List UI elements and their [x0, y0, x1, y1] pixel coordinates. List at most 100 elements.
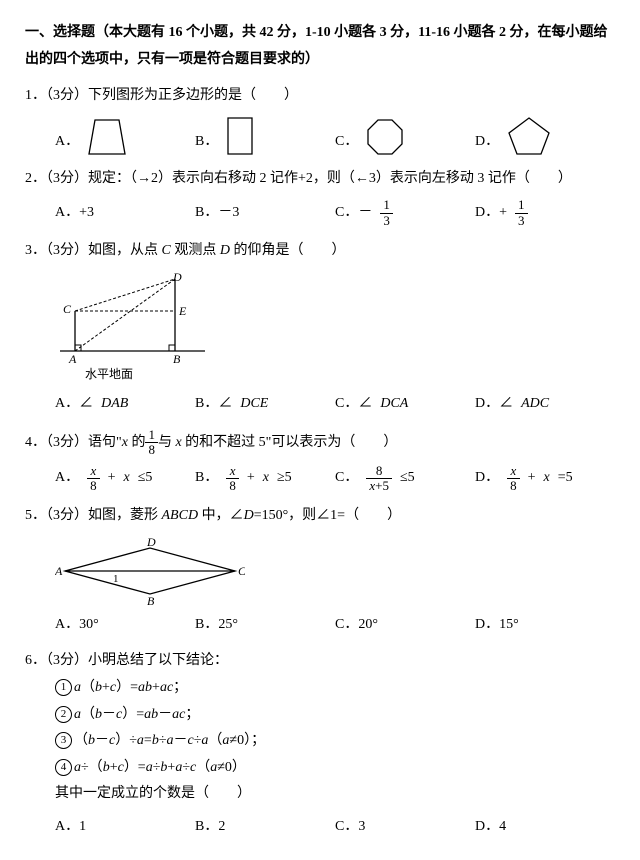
q6-line-3: 3（b－c）÷a=b÷a－c÷a（a≠0）；: [25, 728, 615, 755]
t: 的: [131, 435, 145, 450]
v: ab: [144, 707, 158, 722]
t: （: [81, 707, 95, 722]
q2-opt-d: D．+ 13: [475, 198, 615, 228]
frac-den: 8: [507, 479, 520, 493]
t: C．∠: [335, 391, 372, 418]
q1-opt-c: C．: [335, 116, 475, 156]
t: ）=: [116, 680, 138, 695]
fraction: 8x+5: [366, 464, 392, 494]
opt-text: B．－3: [195, 200, 239, 227]
q5-opt-b: B．25°: [195, 612, 335, 639]
t: ≤5: [138, 465, 153, 492]
t: ）÷: [115, 733, 137, 748]
t: B．: [195, 465, 218, 492]
t: B．∠: [195, 391, 232, 418]
trapezoid-icon: [87, 118, 127, 156]
q1-opt-a: A．: [55, 116, 195, 156]
frac-num: x: [507, 464, 520, 479]
opt-text: A．1: [55, 814, 86, 841]
frac-num: 8: [366, 464, 392, 479]
q6-opt-a: A．1: [55, 814, 195, 841]
v: ab: [138, 680, 152, 695]
q4-opt-b: B．x8+x≥5: [195, 464, 335, 494]
t: =5: [558, 465, 573, 492]
t: ）=: [122, 707, 144, 722]
v: a: [146, 760, 153, 775]
q6-stem: 6．（3分）小明总结了以下结论：: [25, 648, 615, 675]
q5-options: A．30° B．25° C．20° D．15°: [25, 612, 615, 639]
q1-opt-b: B．: [195, 116, 335, 156]
opt-text: A．30°: [55, 612, 99, 639]
frac-den: 8: [145, 443, 158, 457]
t: －: [158, 707, 172, 722]
question-3: 3．（3分）如图，从点 C 观测点 D 的仰角是（ ） A B C D E 水平…: [25, 238, 615, 418]
section-header: 一、选择题（本大题有 16 个小题，共 42 分，1-10 小题各 3 分，11…: [25, 20, 615, 73]
frac-den: 8: [87, 479, 100, 493]
var: D: [244, 508, 254, 523]
t: ÷: [159, 733, 167, 748]
q3-opt-d: D．∠ADC: [475, 391, 615, 418]
fraction: 13: [515, 198, 528, 228]
opt-text: B．2: [195, 814, 225, 841]
t: （: [208, 733, 222, 748]
t: ≤5: [400, 465, 415, 492]
t: D．: [475, 465, 499, 492]
angle-name: DCA: [380, 391, 408, 418]
t: ≥5: [277, 465, 292, 492]
q6-line-1: 1a（b+c）=ab+ac；: [25, 675, 615, 702]
svg-text:E: E: [178, 304, 187, 318]
q5-figure: A B C D 1: [55, 536, 615, 606]
svg-text:A: A: [68, 352, 77, 366]
opt-text: C．3: [335, 814, 365, 841]
opt-pre: C．－: [335, 200, 372, 227]
question-5: 5．（3分）如图，菱形 ABCD 中，∠D=150°，则∠1=（ ） A B C…: [25, 503, 615, 638]
v: a: [74, 760, 81, 775]
v: b: [95, 680, 102, 695]
opt-pre: D．+: [475, 200, 507, 227]
frac-num: x: [87, 464, 100, 479]
t: 4．（3分）语句": [25, 435, 122, 450]
angle-name: DCE: [240, 391, 268, 418]
fraction: 18: [145, 428, 158, 458]
t: ；: [185, 707, 199, 722]
t: +: [108, 465, 116, 492]
q6-line-4: 4a÷（b+c）=a÷b+a÷c（a≠0）: [25, 755, 615, 782]
circle-num: 2: [55, 706, 72, 723]
t: +: [110, 760, 118, 775]
t: －: [95, 733, 109, 748]
q4-opt-a: A．x8+x≤5: [55, 464, 195, 494]
q1-stem: 1．（3分）下列图形为正多边形的是（ ）: [25, 83, 615, 110]
frac-num: 1: [515, 198, 528, 213]
t: 的和不超过 5"可以表示为（ ）: [185, 435, 397, 450]
q2-stem: 2．（3分）规定：（→2）表示向右移动 2 记作+2，则（←3）表示向左移动 3…: [25, 166, 615, 193]
v: b: [152, 733, 159, 748]
question-4: 4．（3分）语句"x 的18与 x 的和不超过 5"可以表示为（ ） A．x8+…: [25, 428, 615, 493]
q2-opt-c: C．－ 13: [335, 198, 475, 228]
question-6: 6．（3分）小明总结了以下结论： 1a（b+c）=ab+ac； 2a（b－c）=…: [25, 648, 615, 840]
frac-den: 3: [515, 214, 528, 228]
frac-num: 1: [145, 428, 158, 443]
t: 的仰角是（ ）: [230, 243, 346, 258]
svg-text:B: B: [173, 352, 181, 366]
svg-text:A: A: [55, 564, 63, 578]
fraction: 13: [380, 198, 393, 228]
var-c: C: [162, 243, 171, 258]
opt-text: B．25°: [195, 612, 238, 639]
svg-text:C: C: [238, 564, 245, 578]
q1-opt-d: D．: [475, 116, 615, 156]
t: ）=: [124, 760, 146, 775]
v: a: [167, 733, 174, 748]
t: ≠0）: [217, 760, 246, 775]
t: +: [247, 465, 255, 492]
opt-label: C．: [335, 129, 358, 156]
q5-opt-a: A．30°: [55, 612, 195, 639]
svg-text:1: 1: [113, 573, 119, 585]
q5-opt-d: D．15°: [475, 612, 615, 639]
opt-text: D．15°: [475, 612, 519, 639]
rectangle-icon: [226, 116, 254, 156]
t: ≠0）；: [229, 733, 265, 748]
frac-den: 8: [226, 479, 239, 493]
v: ac: [160, 680, 173, 695]
q3-options: A．∠DAB B．∠DCE C．∠DCA D．∠ADC: [25, 391, 615, 418]
v: a: [74, 680, 81, 695]
